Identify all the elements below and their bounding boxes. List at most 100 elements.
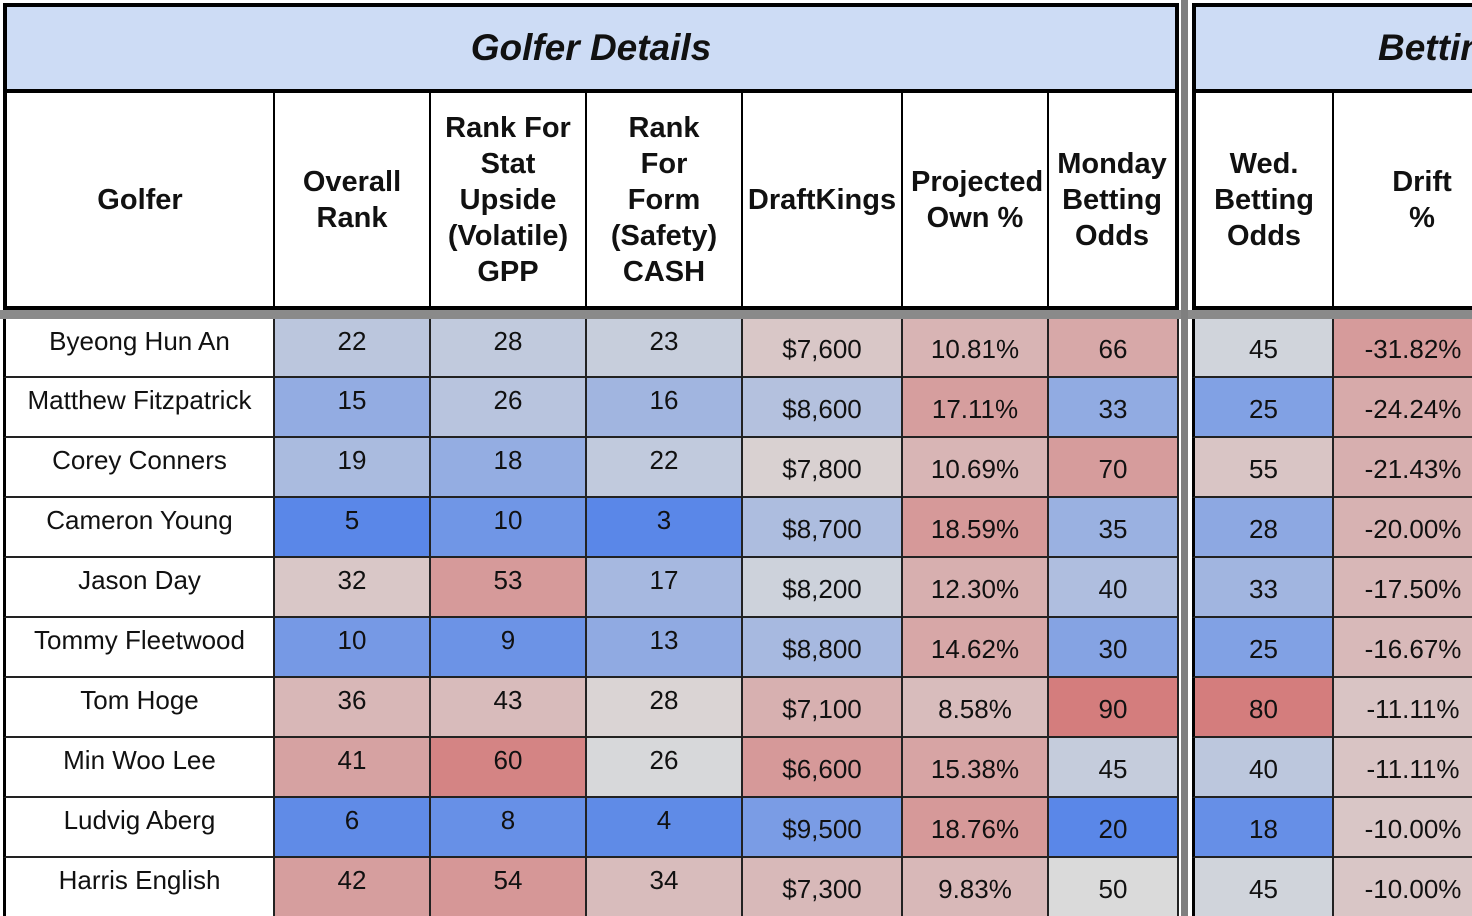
monday-odds-cell[interactable]: 30 (1049, 618, 1179, 678)
rank-stat-cell[interactable]: 8 (431, 798, 587, 858)
projected-own-cell[interactable]: 10.81% (903, 319, 1049, 378)
draftkings-cell[interactable]: $7,600 (743, 319, 903, 378)
golfer-cell[interactable]: Corey Conners (3, 438, 275, 498)
draftkings-cell[interactable]: $8,800 (743, 618, 903, 678)
rank-stat-cell[interactable]: 43 (431, 678, 587, 738)
drift-cell[interactable]: -24.24% (1334, 378, 1472, 438)
rank-stat-cell[interactable]: 9 (431, 618, 587, 678)
overall-rank-cell[interactable]: 15 (275, 378, 431, 438)
monday-odds-cell[interactable]: 70 (1049, 438, 1179, 498)
rank-form-cell[interactable]: 23 (587, 319, 743, 378)
projected-own-cell[interactable]: 14.62% (903, 618, 1049, 678)
draftkings-cell[interactable]: $8,600 (743, 378, 903, 438)
drift-cell[interactable]: -21.43% (1334, 438, 1472, 498)
rank-form-cell[interactable]: 16 (587, 378, 743, 438)
golfer-cell[interactable]: Harris English (3, 858, 275, 916)
rank-form-cell[interactable]: 22 (587, 438, 743, 498)
wed-odds-cell[interactable]: 25 (1192, 378, 1334, 438)
col-rank-stat-header[interactable]: Rank For Stat Upside (Volatile) GPP (431, 93, 587, 310)
draftkings-cell[interactable]: $9,500 (743, 798, 903, 858)
drift-cell[interactable]: -16.67% (1334, 618, 1472, 678)
overall-rank-cell[interactable]: 10 (275, 618, 431, 678)
rank-stat-cell[interactable]: 26 (431, 378, 587, 438)
wed-odds-cell[interactable]: 80 (1192, 678, 1334, 738)
drift-cell[interactable]: -10.00% (1334, 798, 1472, 858)
draftkings-cell[interactable]: $7,800 (743, 438, 903, 498)
overall-rank-cell[interactable]: 6 (275, 798, 431, 858)
rank-stat-cell[interactable]: 54 (431, 858, 587, 916)
wed-odds-cell[interactable]: 28 (1192, 498, 1334, 558)
wed-odds-cell[interactable]: 18 (1192, 798, 1334, 858)
projected-own-cell[interactable]: 12.30% (903, 558, 1049, 618)
overall-rank-cell[interactable]: 5 (275, 498, 431, 558)
rank-form-cell[interactable]: 13 (587, 618, 743, 678)
overall-rank-cell[interactable]: 19 (275, 438, 431, 498)
col-drift-header[interactable]: Drift % (1334, 93, 1472, 310)
monday-odds-cell[interactable]: 40 (1049, 558, 1179, 618)
golfer-cell[interactable]: Min Woo Lee (3, 738, 275, 798)
monday-odds-cell[interactable]: 45 (1049, 738, 1179, 798)
monday-odds-cell[interactable]: 35 (1049, 498, 1179, 558)
monday-odds-cell[interactable]: 20 (1049, 798, 1179, 858)
monday-odds-cell[interactable]: 90 (1049, 678, 1179, 738)
rank-stat-cell[interactable]: 53 (431, 558, 587, 618)
projected-own-cell[interactable]: 10.69% (903, 438, 1049, 498)
golfer-cell[interactable]: Tommy Fleetwood (3, 618, 275, 678)
overall-rank-cell[interactable]: 42 (275, 858, 431, 916)
rank-stat-cell[interactable]: 28 (431, 319, 587, 378)
col-projected-own-header[interactable]: Projected Own % (903, 93, 1049, 310)
wed-odds-cell[interactable]: 45 (1192, 858, 1334, 916)
monday-odds-cell[interactable]: 33 (1049, 378, 1179, 438)
projected-own-cell[interactable]: 9.83% (903, 858, 1049, 916)
wed-odds-cell[interactable]: 45 (1192, 319, 1334, 378)
wed-odds-cell[interactable]: 55 (1192, 438, 1334, 498)
wed-odds-cell[interactable]: 40 (1192, 738, 1334, 798)
drift-cell[interactable]: -10.00% (1334, 858, 1472, 916)
projected-own-cell[interactable]: 18.59% (903, 498, 1049, 558)
left-row: Ludvig Aberg 6 8 4 $9,500 18.76% 20 (3, 798, 1179, 858)
rank-form-cell[interactable]: 4 (587, 798, 743, 858)
rank-form-cell[interactable]: 28 (587, 678, 743, 738)
golfer-cell[interactable]: Byeong Hun An (3, 319, 275, 378)
overall-rank-cell[interactable]: 22 (275, 319, 431, 378)
drift-cell[interactable]: -11.11% (1334, 738, 1472, 798)
rank-stat-cell[interactable]: 60 (431, 738, 587, 798)
drift-cell[interactable]: -17.50% (1334, 558, 1472, 618)
rank-stat-cell[interactable]: 18 (431, 438, 587, 498)
golfer-cell[interactable]: Ludvig Aberg (3, 798, 275, 858)
wed-odds-cell[interactable]: 33 (1192, 558, 1334, 618)
projected-own-cell[interactable]: 18.76% (903, 798, 1049, 858)
rank-form-cell[interactable]: 34 (587, 858, 743, 916)
col-overall-rank-header[interactable]: Overall Rank (275, 93, 431, 310)
draftkings-cell[interactable]: $8,200 (743, 558, 903, 618)
drift-cell[interactable]: -31.82% (1334, 319, 1472, 378)
col-rank-form-header[interactable]: Rank For Form (Safety) CASH (587, 93, 743, 310)
drift-cell[interactable]: -11.11% (1334, 678, 1472, 738)
golfer-cell[interactable]: Jason Day (3, 558, 275, 618)
monday-odds-cell[interactable]: 50 (1049, 858, 1179, 916)
overall-rank-cell[interactable]: 41 (275, 738, 431, 798)
rank-form-cell[interactable]: 17 (587, 558, 743, 618)
projected-own-cell[interactable]: 17.11% (903, 378, 1049, 438)
golfer-cell[interactable]: Tom Hoge (3, 678, 275, 738)
rank-form-cell[interactable]: 3 (587, 498, 743, 558)
draftkings-cell[interactable]: $8,700 (743, 498, 903, 558)
draftkings-cell[interactable]: $6,600 (743, 738, 903, 798)
overall-rank-cell[interactable]: 32 (275, 558, 431, 618)
golfer-cell[interactable]: Cameron Young (3, 498, 275, 558)
projected-own-cell[interactable]: 8.58% (903, 678, 1049, 738)
draftkings-cell[interactable]: $7,100 (743, 678, 903, 738)
col-wed-odds-header[interactable]: Wed. Betting Odds (1192, 93, 1334, 310)
projected-own-cell[interactable]: 15.38% (903, 738, 1049, 798)
col-draftkings-header[interactable]: DraftKings (743, 93, 903, 310)
col-monday-odds-header[interactable]: Monday Betting Odds (1049, 93, 1179, 310)
monday-odds-cell[interactable]: 66 (1049, 319, 1179, 378)
col-golfer-header[interactable]: Golfer (3, 93, 275, 310)
wed-odds-cell[interactable]: 25 (1192, 618, 1334, 678)
draftkings-cell[interactable]: $7,300 (743, 858, 903, 916)
drift-cell[interactable]: -20.00% (1334, 498, 1472, 558)
rank-form-cell[interactable]: 26 (587, 738, 743, 798)
rank-stat-cell[interactable]: 10 (431, 498, 587, 558)
golfer-cell[interactable]: Matthew Fitzpatrick (3, 378, 275, 438)
overall-rank-cell[interactable]: 36 (275, 678, 431, 738)
